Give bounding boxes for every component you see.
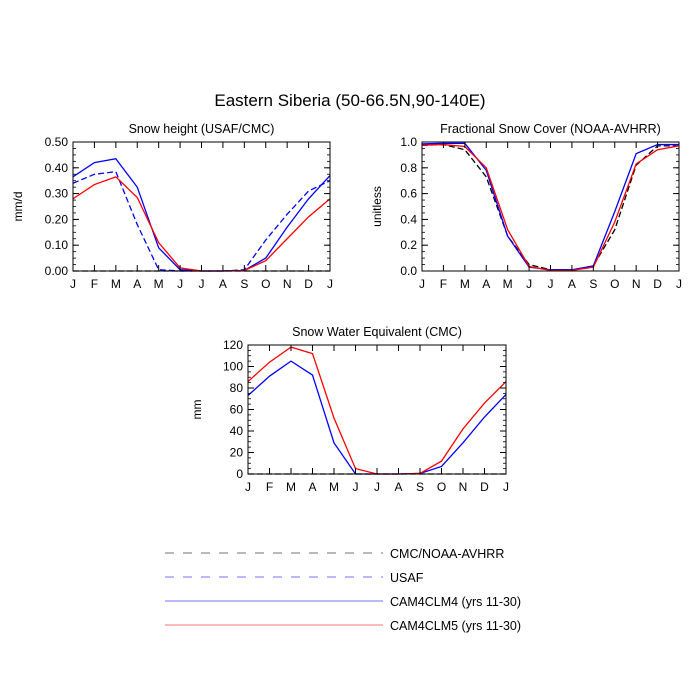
- x-tick-label: M: [111, 277, 121, 291]
- x-tick-label: J: [503, 480, 509, 494]
- x-tick-label: F: [91, 277, 98, 291]
- x-tick-label: O: [437, 480, 446, 494]
- chart-title: Snow height (USAF/CMC): [129, 122, 275, 136]
- x-tick-label: D: [304, 277, 313, 291]
- x-tick-label: J: [327, 277, 333, 291]
- series-line-cam4clm4-yrs-11-30-: [421, 142, 679, 271]
- x-tick-label: J: [353, 480, 359, 494]
- x-tick-label: J: [245, 480, 251, 494]
- x-tick-label: F: [440, 277, 447, 291]
- y-axis-label: unitless: [370, 186, 384, 227]
- y-tick-label: 0.8: [400, 161, 417, 175]
- x-tick-label: S: [589, 277, 597, 291]
- y-axis-label: mm/d: [11, 192, 25, 222]
- x-tick-label: S: [416, 480, 424, 494]
- x-tick-label: M: [286, 480, 296, 494]
- series-line-cam4clm4-yrs-11-30-: [247, 360, 507, 475]
- y-tick-label: 1.0: [400, 135, 417, 149]
- x-tick-label: O: [610, 277, 619, 291]
- x-tick-label: J: [199, 277, 205, 291]
- y-tick-label: 60: [230, 403, 244, 417]
- x-tick-label: A: [568, 277, 576, 291]
- x-tick-label: A: [308, 480, 316, 494]
- y-tick-label: 20: [230, 446, 244, 460]
- series-line-cam4clm4-yrs-11-30-: [72, 158, 331, 272]
- x-tick-label: D: [653, 277, 662, 291]
- x-tick-label: O: [261, 277, 270, 291]
- y-axis-label: mm: [190, 400, 204, 420]
- x-tick-label: M: [329, 480, 339, 494]
- x-tick-label: N: [459, 480, 468, 494]
- y-tick-label: 0.40: [45, 161, 69, 175]
- chart-title: Snow Water Equivalent (CMC): [292, 325, 462, 339]
- chart-panel-3: Snow Water Equivalent (CMC) mm 0 20 40 60 80 10…: [190, 325, 509, 494]
- y-tick-label: 0.00: [45, 264, 69, 278]
- x-tick-label: A: [219, 277, 227, 291]
- x-tick-label: N: [283, 277, 292, 291]
- x-tick-label: M: [154, 277, 164, 291]
- y-tick-label: 100: [223, 360, 243, 374]
- y-tick-label: 120: [223, 338, 243, 352]
- series-line-cam4clm5-yrs-11-30-: [72, 176, 331, 272]
- x-tick-label: A: [394, 480, 402, 494]
- legend-label-3: CAM4CLM4 (yrs 11-30): [390, 595, 521, 609]
- y-tick-label: 0.2: [400, 238, 417, 252]
- y-tick-label: 80: [230, 381, 244, 395]
- x-tick-label: J: [177, 277, 183, 291]
- x-tick-label: J: [70, 277, 76, 291]
- series-line-cam4clm5-yrs-11-30-: [247, 346, 507, 475]
- legend-label-2: USAF: [390, 571, 424, 585]
- series-line-cmc-noaa-avhrr: [421, 143, 679, 272]
- x-tick-label: N: [632, 277, 641, 291]
- y-tick-label: 0.20: [45, 212, 69, 226]
- x-tick-label: J: [374, 480, 380, 494]
- y-tick-label: 0.6: [400, 187, 417, 201]
- x-tick-label: J: [548, 277, 554, 291]
- legend-label-1: CMC/NOAA-AVHRR: [390, 547, 504, 561]
- x-tick-label: J: [676, 277, 682, 291]
- y-tick-label: 0.30: [45, 187, 69, 201]
- y-tick-label: 0.50: [45, 135, 69, 149]
- y-tick-label: 0.10: [45, 238, 69, 252]
- x-tick-label: F: [266, 480, 273, 494]
- plot-frame: [72, 141, 331, 272]
- x-tick-label: A: [133, 277, 141, 291]
- x-tick-label: S: [240, 277, 248, 291]
- y-tick-label: 0.0: [400, 264, 417, 278]
- x-tick-label: A: [482, 277, 490, 291]
- x-tick-label: D: [480, 480, 489, 494]
- series-line-cam4clm5-yrs-11-30-: [421, 143, 680, 272]
- legend-label-4: CAM4CLM5 (yrs 11-30): [390, 619, 521, 633]
- chart-panel-2: Fractional Snow Cover (NOAA-AVHRR) unitle…: [370, 122, 682, 291]
- chart-panel-1: Snow height (USAF/CMC) mm/d 0.00 0.10 0.20 0.…: [11, 122, 333, 291]
- x-tick-label: J: [526, 277, 532, 291]
- x-tick-label: J: [419, 277, 425, 291]
- chart-title: Fractional Snow Cover (NOAA-AVHRR): [440, 122, 661, 136]
- figure-title: Eastern Siberia (50-66.5N,90-140E): [214, 91, 486, 110]
- y-tick-label: 0.4: [400, 212, 417, 226]
- y-tick-label: 40: [230, 424, 244, 438]
- y-tick-label: 0: [236, 467, 243, 481]
- x-tick-label: M: [503, 277, 513, 291]
- x-tick-label: M: [460, 277, 470, 291]
